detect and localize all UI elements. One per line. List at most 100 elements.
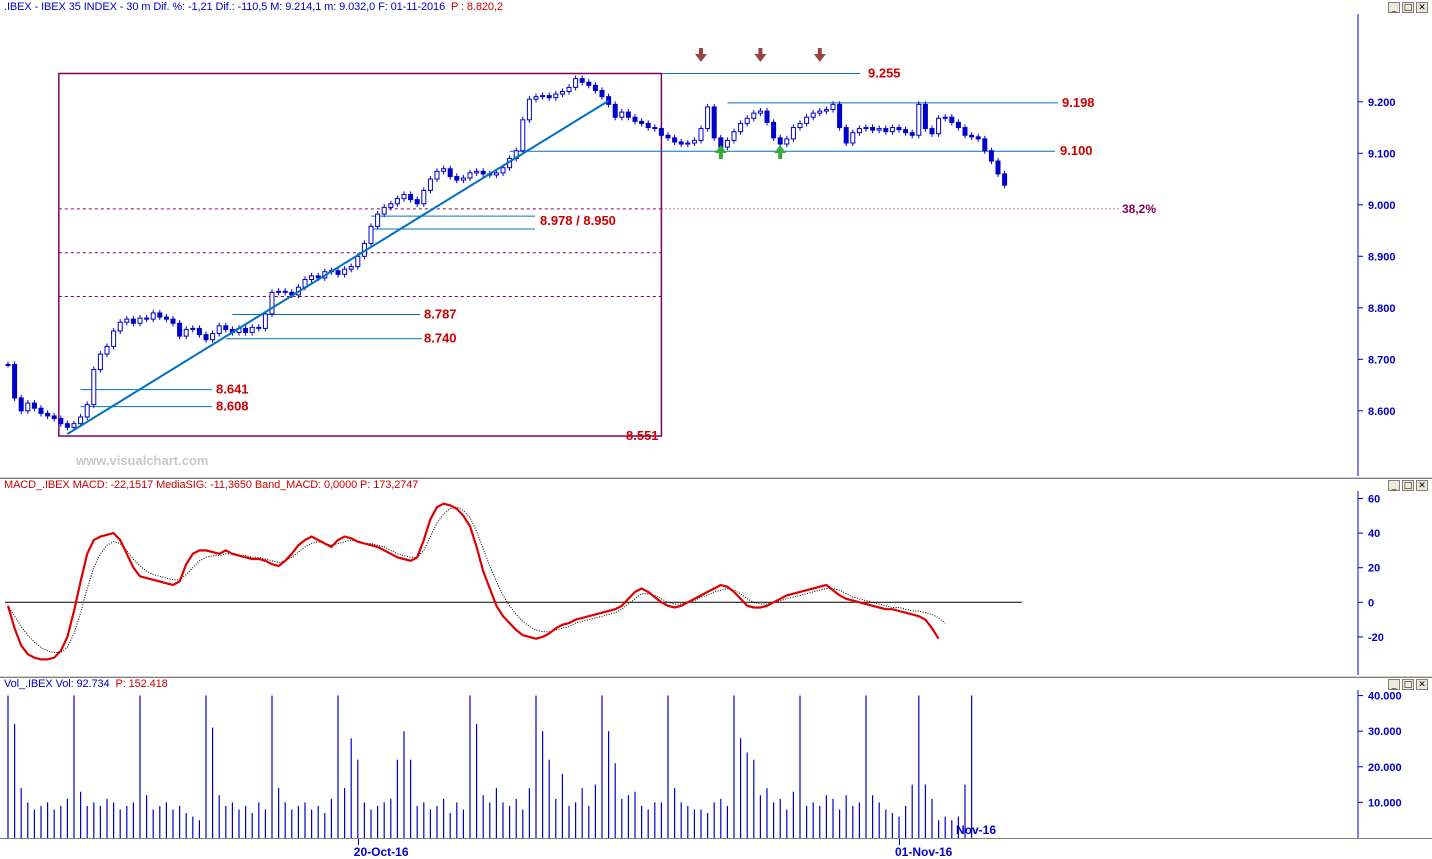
price-panel: .IBEX - IBEX 35 INDEX - 30 m Dif. %: -1,… bbox=[4, 1, 1428, 476]
candle-body bbox=[903, 129, 909, 134]
candle-body bbox=[658, 128, 664, 136]
candle-body bbox=[955, 121, 961, 129]
level-label: 8.608 bbox=[216, 399, 249, 414]
minimize-button[interactable]: _ bbox=[1388, 480, 1400, 491]
candle-body bbox=[12, 363, 18, 399]
candle-body bbox=[150, 312, 156, 320]
candle-body bbox=[870, 127, 876, 131]
candle-body bbox=[784, 138, 790, 145]
price-tick-label: 8.700 bbox=[1368, 354, 1396, 366]
candle-body bbox=[163, 316, 169, 320]
candle-body bbox=[678, 141, 684, 145]
candle-body bbox=[78, 416, 84, 425]
candle-body bbox=[500, 167, 506, 174]
candle-body bbox=[922, 103, 928, 130]
volume-window-buttons: _ □ ✕ bbox=[1388, 679, 1428, 690]
level-label: 8.978 / 8.950 bbox=[540, 213, 616, 228]
candle-body bbox=[843, 127, 849, 144]
panel-divider[interactable] bbox=[0, 476, 1432, 479]
volume-header-text: Vol_.IBEX Vol: 92.734 bbox=[4, 678, 110, 690]
minimize-button[interactable]: _ bbox=[1388, 2, 1400, 13]
candle-body bbox=[454, 175, 460, 181]
candle-body bbox=[612, 103, 618, 118]
candle-body bbox=[381, 206, 387, 215]
price-tick-label: 8.900 bbox=[1368, 251, 1396, 263]
volume-header-last: P: 152.418 bbox=[115, 678, 168, 690]
down-arrow-icon bbox=[695, 48, 707, 62]
close-button[interactable]: ✕ bbox=[1416, 2, 1428, 13]
candle-body bbox=[91, 369, 97, 406]
candle-body bbox=[975, 136, 981, 140]
candle-body bbox=[672, 137, 678, 143]
candle-body bbox=[526, 98, 532, 121]
macd-tick-label: 40 bbox=[1368, 528, 1380, 540]
minimize-button[interactable]: _ bbox=[1388, 679, 1400, 690]
candle-body bbox=[606, 96, 612, 105]
price-header-last: P : 8.820,2 bbox=[451, 1, 503, 13]
date-tick bbox=[899, 839, 900, 845]
candle-body bbox=[190, 327, 196, 330]
candle-body bbox=[863, 127, 869, 130]
candle-body bbox=[929, 128, 935, 135]
candle-body bbox=[665, 134, 671, 139]
candle-body bbox=[315, 275, 321, 279]
candle-body bbox=[480, 170, 486, 175]
watermark: www.visualchart.com bbox=[76, 453, 209, 468]
candle-body bbox=[183, 328, 189, 337]
candle-body bbox=[38, 407, 44, 414]
candle-body bbox=[71, 423, 77, 428]
candle-body bbox=[533, 96, 539, 100]
candle-body bbox=[58, 418, 64, 425]
macd-tick-label: 60 bbox=[1368, 493, 1380, 505]
candle-body bbox=[51, 415, 57, 420]
candle-body bbox=[368, 225, 374, 244]
candle-body bbox=[401, 194, 407, 200]
candle-body bbox=[388, 203, 394, 208]
candle-body bbox=[698, 128, 704, 141]
candle-body bbox=[579, 78, 585, 83]
candle-body bbox=[427, 178, 433, 191]
candle-body bbox=[249, 326, 255, 334]
candle-body bbox=[883, 128, 889, 133]
candle-body bbox=[421, 189, 427, 205]
maximize-button[interactable]: □ bbox=[1402, 2, 1414, 13]
candle-body bbox=[447, 168, 453, 177]
candle-body bbox=[810, 112, 816, 118]
candle-body bbox=[348, 266, 354, 270]
fib-level-label: 38,2% bbox=[1122, 202, 1156, 216]
candle-body bbox=[744, 117, 750, 124]
candle-body bbox=[969, 134, 975, 138]
candle-body bbox=[104, 345, 110, 355]
candle-body bbox=[724, 139, 730, 148]
candle-body bbox=[797, 122, 803, 129]
maximize-button[interactable]: □ bbox=[1402, 480, 1414, 491]
signal-line bbox=[7, 506, 946, 653]
candle-body bbox=[619, 111, 625, 118]
volume-tick-label: 20.000 bbox=[1368, 762, 1402, 774]
price-chart: 9.200 9.100 9.000 8.900 8.800 8.700 8.600 38,2%… bbox=[5, 14, 1396, 476]
candle-body bbox=[144, 317, 150, 320]
candle-body bbox=[31, 402, 37, 409]
down-arrow-icon bbox=[754, 48, 767, 62]
candle-body bbox=[137, 317, 143, 324]
candle-body bbox=[130, 318, 136, 324]
close-button[interactable]: ✕ bbox=[1416, 679, 1428, 690]
candle-body bbox=[949, 116, 955, 123]
candle-body bbox=[157, 312, 163, 318]
maximize-button[interactable]: □ bbox=[1402, 679, 1414, 690]
up-arrow-icon bbox=[714, 145, 727, 159]
candle-body bbox=[408, 194, 414, 201]
macd-line bbox=[6, 502, 940, 661]
price-tick-label: 9.100 bbox=[1368, 148, 1396, 160]
candle-body bbox=[982, 138, 988, 152]
level-label: 8.740 bbox=[424, 331, 457, 346]
candle-body bbox=[256, 326, 262, 329]
candle-body bbox=[876, 128, 882, 131]
candle-body bbox=[625, 111, 631, 118]
panel-divider[interactable] bbox=[0, 675, 1432, 678]
close-button[interactable]: ✕ bbox=[1416, 480, 1428, 491]
candle-body bbox=[553, 93, 559, 99]
candle-body bbox=[282, 290, 288, 293]
candle-body bbox=[460, 177, 466, 181]
candle-body bbox=[335, 270, 341, 275]
